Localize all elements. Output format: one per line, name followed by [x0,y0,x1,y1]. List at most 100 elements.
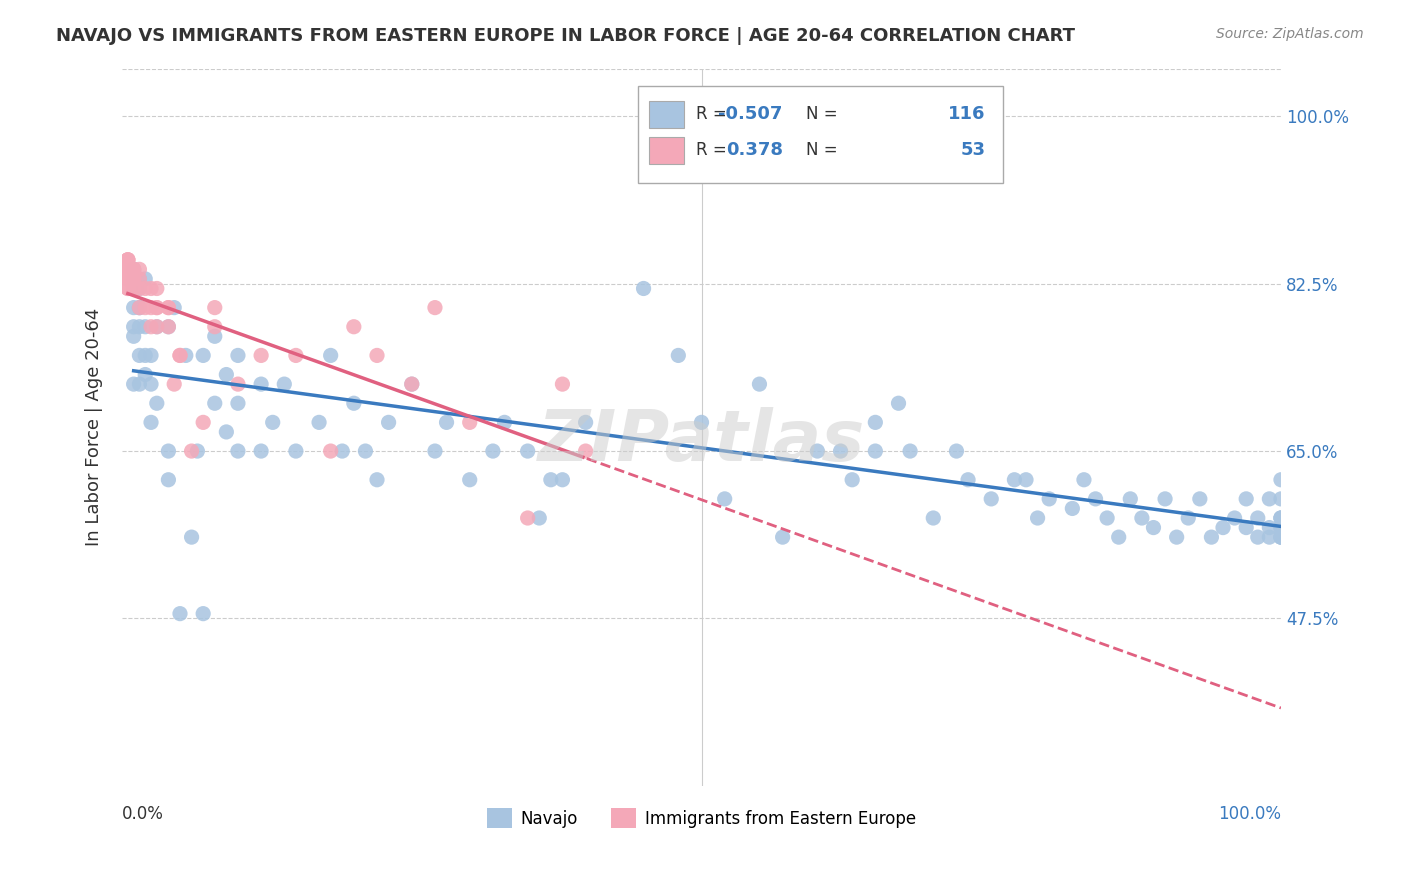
Immigrants from Eastern Europe [134,281,156,295]
Y-axis label: In Labor Force | Age 20-64: In Labor Force | Age 20-64 [86,308,103,546]
Immigrants from Eastern Europe [180,444,202,458]
Navajo [250,444,273,458]
Text: R =: R = [696,141,727,159]
Navajo [128,319,150,334]
Immigrants from Eastern Europe [128,272,150,286]
Navajo [458,473,481,487]
Navajo [226,444,249,458]
Navajo [122,319,145,334]
Navajo [1073,473,1095,487]
Navajo [1095,511,1118,525]
Navajo [226,396,249,410]
Immigrants from Eastern Europe [458,416,481,430]
Navajo [174,348,197,362]
Immigrants from Eastern Europe [139,319,162,334]
Navajo [1270,530,1292,544]
Immigrants from Eastern Europe [423,301,446,315]
Navajo [122,281,145,295]
Navajo [366,473,388,487]
Navajo [887,396,910,410]
Immigrants from Eastern Europe [157,301,180,315]
Navajo [1247,530,1270,544]
Immigrants from Eastern Europe [204,319,226,334]
Navajo [1062,501,1084,516]
Navajo [830,444,852,458]
FancyBboxPatch shape [650,101,685,128]
Navajo [204,329,226,343]
Immigrants from Eastern Europe [117,262,139,277]
Immigrants from Eastern Europe [146,301,169,315]
Navajo [139,377,162,392]
Navajo [157,473,180,487]
FancyBboxPatch shape [638,87,1002,183]
Navajo [1002,473,1025,487]
Navajo [690,416,713,430]
Navajo [215,368,238,382]
Immigrants from Eastern Europe [122,262,145,277]
Navajo [436,416,458,430]
Immigrants from Eastern Europe [117,262,139,277]
Navajo [1026,511,1049,525]
Navajo [128,301,150,315]
Immigrants from Eastern Europe [122,262,145,277]
Navajo [1212,520,1234,534]
Immigrants from Eastern Europe [117,252,139,267]
Navajo [1119,491,1142,506]
Navajo [401,377,423,392]
Navajo [1177,511,1199,525]
Immigrants from Eastern Europe [117,272,139,286]
Navajo [806,444,828,458]
Navajo [139,348,162,362]
Navajo [146,319,169,334]
Navajo [122,262,145,277]
Immigrants from Eastern Europe [169,348,191,362]
Navajo [215,425,238,439]
Navajo [1234,491,1257,506]
Immigrants from Eastern Europe [319,444,342,458]
Immigrants from Eastern Europe [366,348,388,362]
Text: 116: 116 [948,104,986,123]
Immigrants from Eastern Europe [117,262,139,277]
Navajo [1258,530,1281,544]
Navajo [516,444,538,458]
Immigrants from Eastern Europe [117,272,139,286]
Immigrants from Eastern Europe [122,281,145,295]
Navajo [354,444,377,458]
Text: N =: N = [806,141,838,159]
Navajo [1188,491,1211,506]
Navajo [1223,511,1246,525]
Immigrants from Eastern Europe [122,272,145,286]
Immigrants from Eastern Europe [284,348,307,362]
Text: ZIPatlas: ZIPatlas [538,407,865,476]
Navajo [128,281,150,295]
Navajo [157,319,180,334]
Navajo [1154,491,1177,506]
Text: 100.0%: 100.0% [1218,805,1281,823]
Navajo [250,377,273,392]
Immigrants from Eastern Europe [117,252,139,267]
Text: 0.0%: 0.0% [122,805,165,823]
Navajo [122,329,145,343]
Immigrants from Eastern Europe [117,262,139,277]
Navajo [1142,520,1164,534]
Navajo [1258,491,1281,506]
Immigrants from Eastern Europe [157,319,180,334]
Navajo [748,377,770,392]
FancyBboxPatch shape [650,136,685,164]
Text: 53: 53 [960,141,986,159]
Navajo [193,348,215,362]
Navajo [122,377,145,392]
Immigrants from Eastern Europe [575,444,598,458]
Navajo [575,416,598,430]
Immigrants from Eastern Europe [134,301,156,315]
Immigrants from Eastern Europe [516,511,538,525]
Navajo [169,607,191,621]
Navajo [186,444,208,458]
Immigrants from Eastern Europe [169,348,191,362]
Immigrants from Eastern Europe [401,377,423,392]
Immigrants from Eastern Europe [128,301,150,315]
Navajo [1270,473,1292,487]
Text: NAVAJO VS IMMIGRANTS FROM EASTERN EUROPE IN LABOR FORCE | AGE 20-64 CORRELATION : NAVAJO VS IMMIGRANTS FROM EASTERN EUROPE… [56,27,1076,45]
Navajo [1270,520,1292,534]
Immigrants from Eastern Europe [551,377,574,392]
